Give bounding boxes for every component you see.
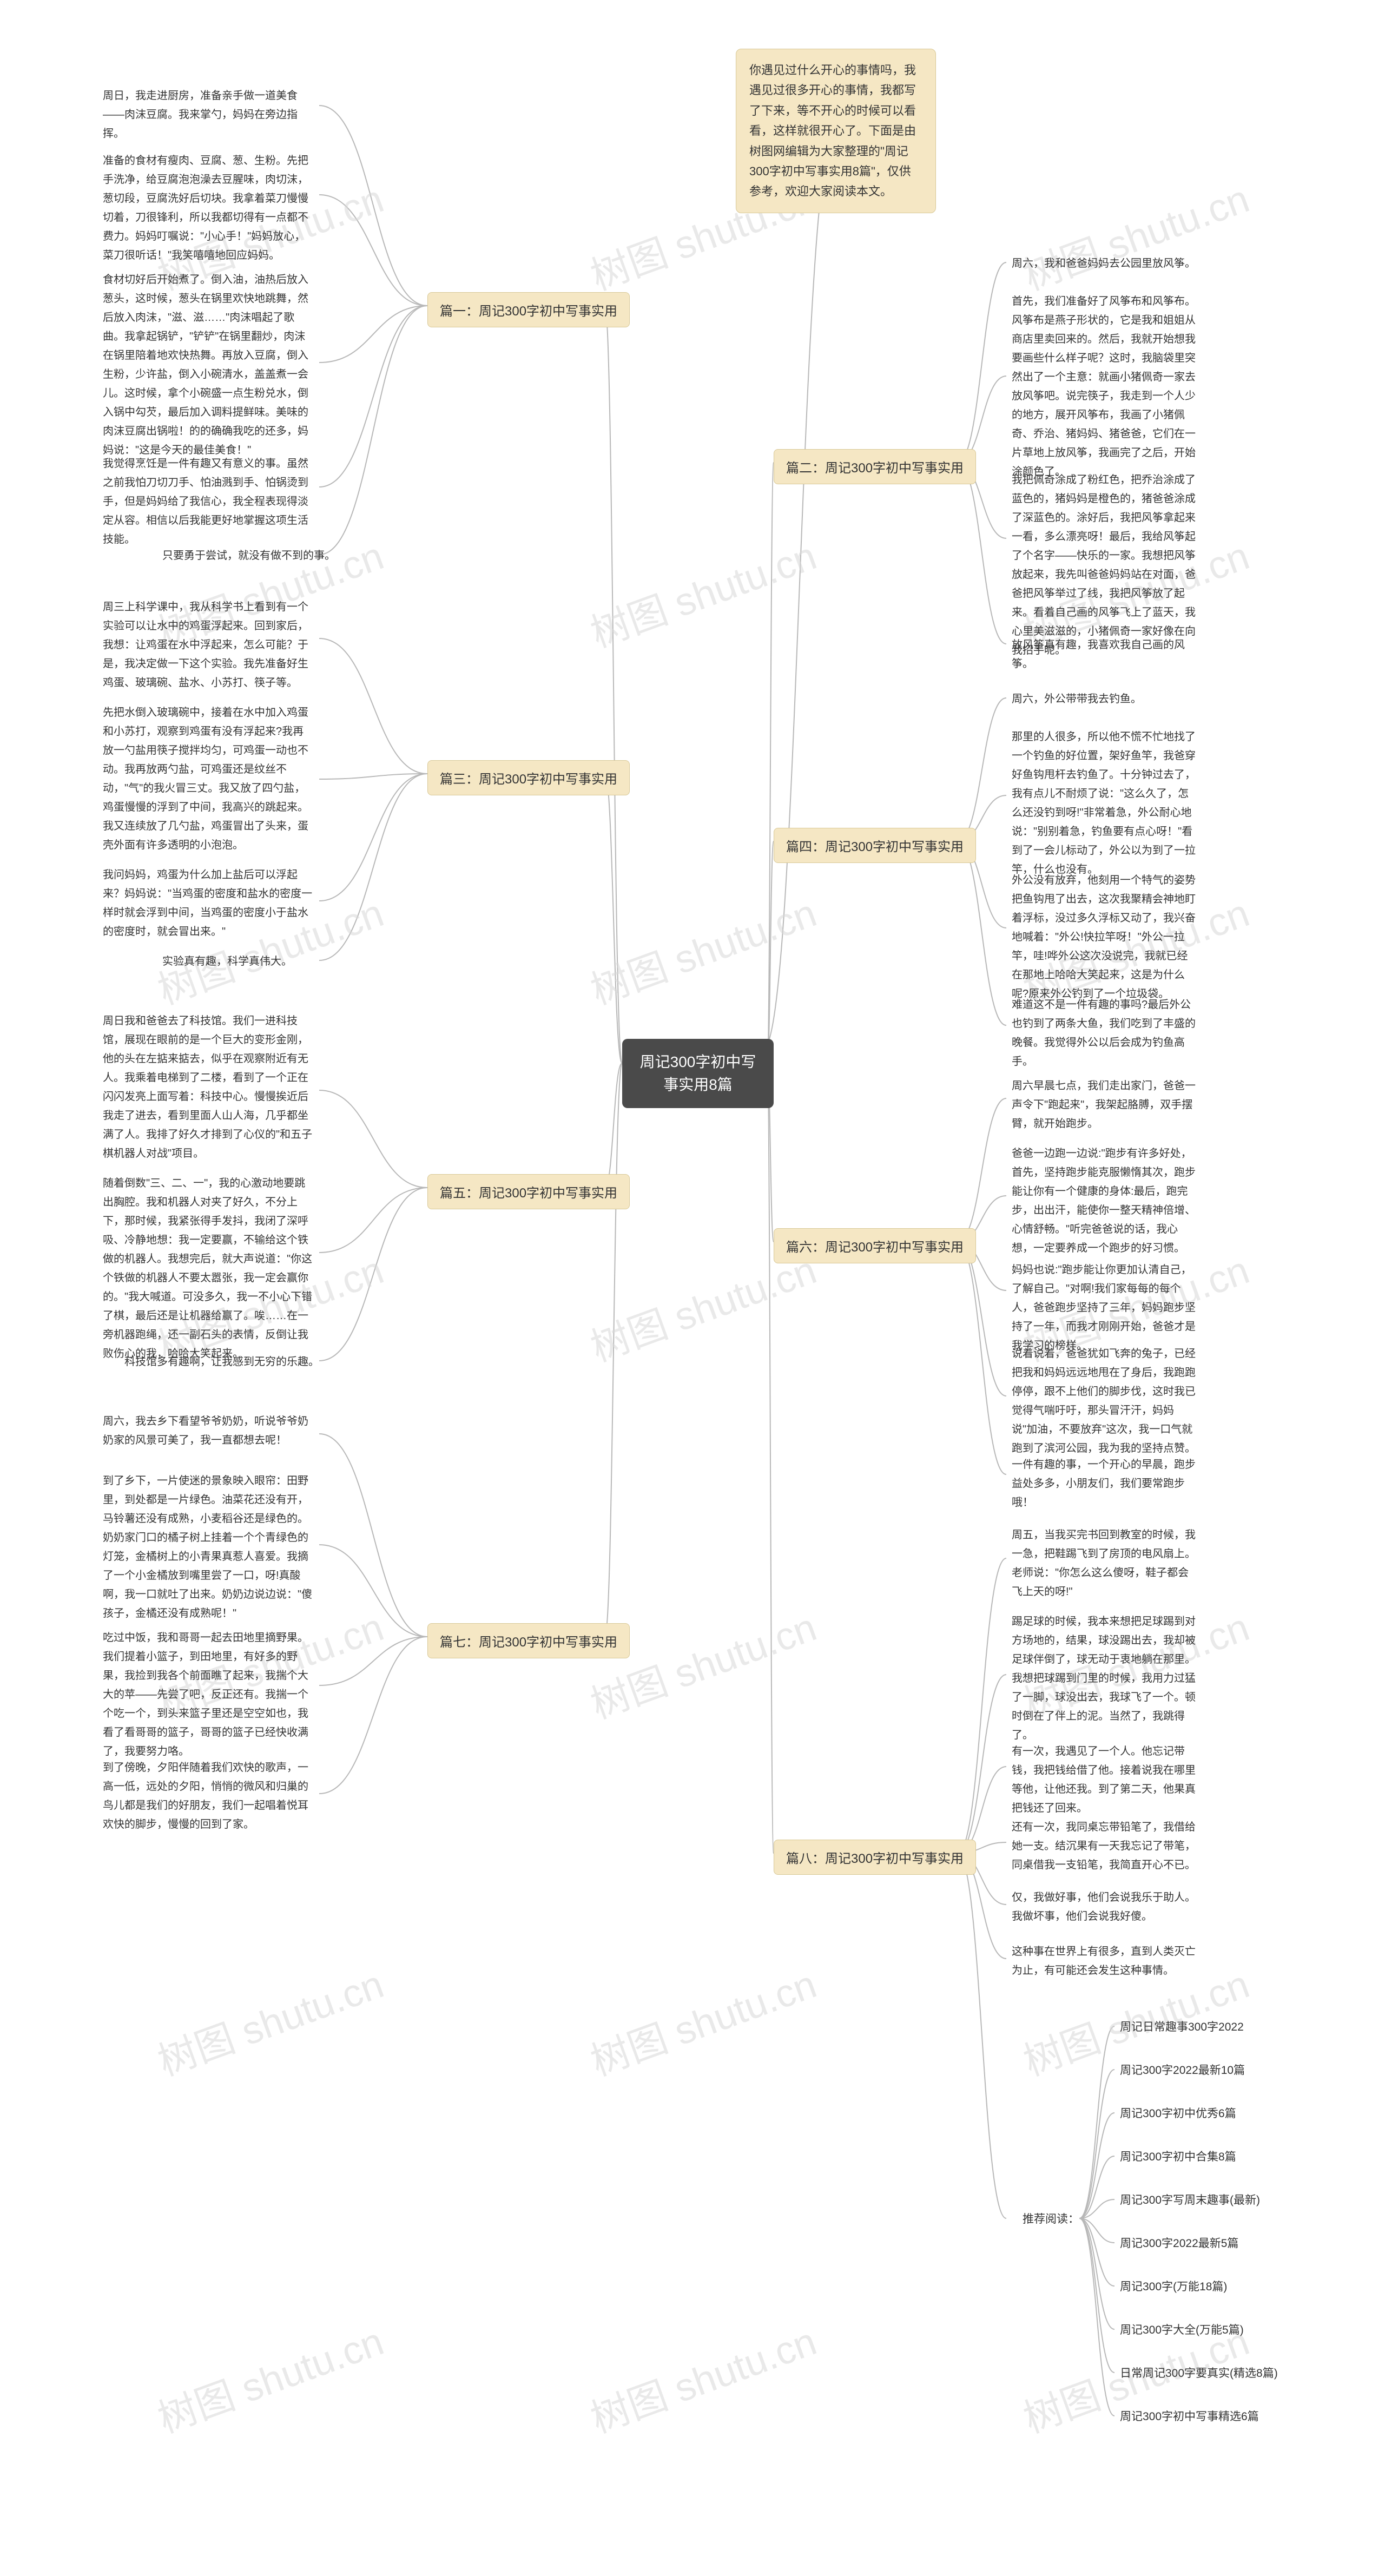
rec-link[interactable]: 周记300字初中合集8篇 — [1120, 2148, 1236, 2164]
leaf-node: 实验真有趣，科学真伟大。 — [162, 952, 292, 971]
watermark-text: 树图 shutu.cn — [582, 881, 823, 1016]
leaf-node: 食材切好后开始煮了。倒入油，油热后放入葱头，这时候，葱头在锅里欢快地跳舞，然后放… — [103, 271, 314, 460]
leaf-node: 难道这不是一件有趣的事吗?最后外公也钓到了两条大鱼，我们吃到了丰盛的晚餐。我觉得… — [1012, 996, 1196, 1071]
leaf-node: 还有一次，我同桌忘带铅笔了，我借给她一支。结沉果有一天我忘记了带笔，同桌借我一支… — [1012, 1818, 1196, 1875]
leaf-node: 到了傍晚，夕阳伴随着我们欢快的歌声，一高一低，远处的夕阳，悄悄的微风和归巢的鸟儿… — [103, 1758, 314, 1834]
chapter-right-4[interactable]: 篇四：周记300字初中写事实用 — [774, 828, 976, 863]
leaf-node: 说着说着，爸爸犹如飞奔的兔子，已经把我和妈妈远远地甩在了身后，我跑跑停停，跟不上… — [1012, 1345, 1196, 1458]
rec-link[interactable]: 周记300字写周末趣事(最新) — [1120, 2191, 1260, 2208]
watermark-text: 树图 shutu.cn — [582, 1596, 823, 1730]
rec-link[interactable]: 周记300字初中写事精选6篇 — [1120, 2408, 1259, 2424]
chapter-left-5[interactable]: 篇五：周记300字初中写事实用 — [427, 1174, 630, 1209]
chapter-left-1[interactable]: 篇一：周记300字初中写事实用 — [427, 292, 630, 327]
leaf-node: 到了乡下，一片使迷的景象映入眼帘：田野里，到处都是一片绿色。油菜花还没有开，马铃… — [103, 1472, 314, 1623]
leaf-node: 踢足球的时候，我本来想把足球踢到对方场地的，结果，球没踢出去，我却被足球伴倒了，… — [1012, 1612, 1196, 1745]
leaf-node: 周六，我去乡下看望爷爷奶奶，听说爷爷奶奶家的风景可美了，我一直都想去呢！ — [103, 1412, 314, 1450]
leaf-node: 仅，我做好事，他们会说我乐于助人。我做坏事，他们会说我好傻。 — [1012, 1888, 1196, 1926]
recommendations-label: 推荐阅读： — [1023, 2210, 1079, 2226]
rec-link[interactable]: 周记300字2022最新5篇 — [1120, 2235, 1238, 2251]
leaf-node: 周日我和爸爸去了科技馆。我们一进科技馆，展现在眼前的是一个巨大的变形金刚，他的头… — [103, 1012, 314, 1163]
rec-link[interactable]: 周记300字初中优秀6篇 — [1120, 2105, 1236, 2121]
leaf-node: 放风筝真有趣，我喜欢我自己画的风筝。 — [1012, 636, 1196, 674]
intro-node: 你遇见过什么开心的事情吗，我遇见过很多开心的事情，我都写了下来，等不开心的时候可… — [736, 49, 936, 213]
chapter-left-3[interactable]: 篇三：周记300字初中写事实用 — [427, 760, 630, 795]
leaf-node: 周六，我和爸爸妈妈去公园里放风筝。 — [1012, 254, 1196, 273]
leaf-node: 科技馆多有趣啊，让我感到无穷的乐趣。 — [124, 1353, 319, 1372]
leaf-node: 我问妈妈，鸡蛋为什么加上盐后可以浮起来？妈妈说："当鸡蛋的密度和盐水的密度一样时… — [103, 866, 314, 941]
leaf-node: 有一次，我遇见了一个人。他忘记带钱，我把钱给借了他。接着说我在哪里等他，让他还我… — [1012, 1742, 1196, 1818]
rec-link[interactable]: 周记日常趣事300字2022 — [1120, 2018, 1244, 2034]
rec-link[interactable]: 日常周记300字要真实(精选8篇) — [1120, 2364, 1278, 2381]
leaf-node: 首先，我们准备好了风筝布和风筝布。风筝布是燕子形状的，它是我和姐姐从商店里卖回来… — [1012, 292, 1196, 482]
leaf-node: 周三上科学课中，我从科学书上看到有一个实验可以让水中的鸡蛋浮起来。回到家后，我想… — [103, 598, 314, 693]
leaf-node: 一件有趣的事，一个开心的早晨，跑步益处多多，小朋友们，我们要常跑步哦！ — [1012, 1455, 1196, 1512]
leaf-node: 那里的人很多，所以他不慌不忙地找了一个钓鱼的好位置，架好鱼竿，我爸穿好鱼钩甩杆去… — [1012, 728, 1196, 879]
leaf-node: 随着倒数"三、二、一"，我的心激动地要跳出胸腔。我和机器人对夹了好久，不分上下，… — [103, 1174, 314, 1363]
leaf-node: 这种事在世界上有很多，直到人类灭亡为止，有可能还会发生这种事情。 — [1012, 1942, 1196, 1980]
watermark-text: 树图 shutu.cn — [582, 524, 823, 658]
leaf-node: 吃过中饭，我和哥哥一起去田地里摘野果。我们提着小篮子，到田地里，有好多的野果，我… — [103, 1629, 314, 1761]
leaf-node: 我把佩奇涂成了粉红色，把乔治涂成了蓝色的，猪妈妈是橙色的，猪爸爸涂成了深蓝色的。… — [1012, 471, 1196, 660]
watermark-text: 树图 shutu.cn — [149, 2310, 390, 2444]
center-title-node: 周记300字初中写事实用8篇 — [622, 1039, 774, 1108]
watermark-text: 树图 shutu.cn — [582, 2310, 823, 2444]
watermark-text: 树图 shutu.cn — [1014, 167, 1256, 301]
watermark-text: 树图 shutu.cn — [149, 1953, 390, 2087]
rec-link[interactable]: 周记300字2022最新10篇 — [1120, 2061, 1245, 2078]
leaf-node: 周日，我走进厨房，准备亲手做一道美食——肉沫豆腐。我来掌勺，妈妈在旁边指挥。 — [103, 87, 314, 143]
watermark-text: 树图 shutu.cn — [582, 1953, 823, 2087]
leaf-node: 周六早晨七点，我们走出家门，爸爸一声令下"跑起来"，我架起胳膊，双手摆臂，就开始… — [1012, 1077, 1196, 1134]
leaf-node: 爸爸一边跑一边说:"跑步有许多好处，首先，坚持跑步能克服懒惰其次，跑步能让你有一… — [1012, 1144, 1196, 1258]
leaf-node: 准备的食材有瘦肉、豆腐、葱、生粉。先把手洗净，给豆腐泡泡澡去豆腥味，肉切沫，葱切… — [103, 151, 314, 265]
leaf-node: 我觉得烹饪是一件有趣又有意义的事。虽然之前我怕刀切刀手、怕油溅到手、怕锅烫到手，… — [103, 454, 314, 549]
chapter-right-6[interactable]: 篇六：周记300字初中写事实用 — [774, 1228, 976, 1263]
leaf-node: 只要勇于尝试，就没有做不到的事。 — [162, 546, 335, 565]
leaf-node: 先把水倒入玻璃碗中，接着在水中加入鸡蛋和小苏打，观察到鸡蛋有没有浮起来?我再放一… — [103, 703, 314, 855]
chapter-left-7[interactable]: 篇七：周记300字初中写事实用 — [427, 1623, 630, 1658]
chapter-right-8[interactable]: 篇八：周记300字初中写事实用 — [774, 1840, 976, 1875]
leaf-node: 周五，当我买完书回到教室的时候，我一急，把鞋踢飞到了房顶的电风扇上。老师说："你… — [1012, 1526, 1196, 1602]
rec-link[interactable]: 周记300字(万能18篇) — [1120, 2278, 1227, 2294]
leaf-node: 外公没有放弃，他刻用一个特气的姿势把鱼钩甩了出去，这次我聚精会神地盯着浮标，没过… — [1012, 871, 1196, 1004]
chapter-right-2[interactable]: 篇二：周记300字初中写事实用 — [774, 449, 976, 484]
rec-link[interactable]: 周记300字大全(万能5篇) — [1120, 2321, 1244, 2337]
leaf-node: 妈妈也说:"跑步能让你更加认清自己，了解自己。"对啊!我们家每每的每个人，爸爸跑… — [1012, 1261, 1196, 1355]
leaf-node: 周六，外公带带我去钓鱼。 — [1012, 690, 1142, 709]
